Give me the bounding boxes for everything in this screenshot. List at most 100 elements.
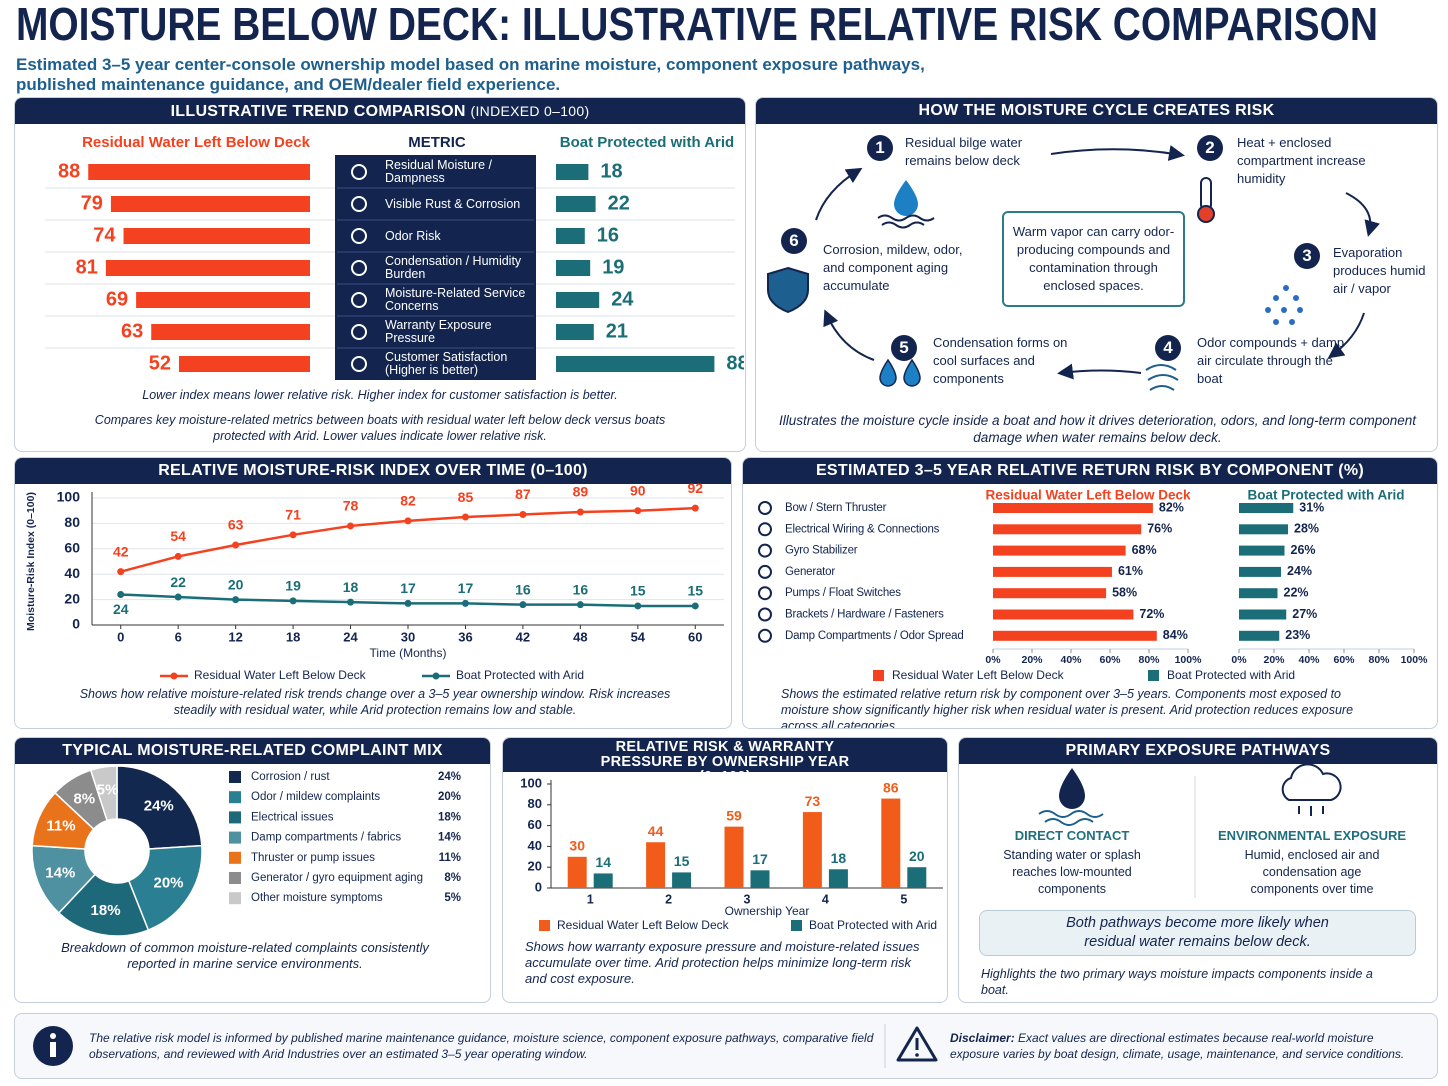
bar [556, 164, 589, 180]
metric-icon [351, 292, 367, 308]
callout: Both pathways become more likely when re… [979, 910, 1416, 956]
pathway: ENVIRONMENTAL EXPOSURE Humid, enclosed a… [1215, 828, 1409, 898]
bar [556, 260, 591, 276]
data-label: 16 [515, 581, 531, 597]
value-label: 26% [1291, 543, 1316, 557]
data-label: 18 [831, 850, 847, 866]
bar [672, 872, 692, 888]
step-number: 3 [1294, 243, 1320, 269]
bar [136, 292, 310, 308]
value-label: 88 [58, 160, 80, 182]
column-header: METRIC [408, 134, 466, 151]
wind-icon [1145, 364, 1179, 391]
data-label: 15 [687, 583, 703, 599]
bar [556, 228, 585, 244]
bar [110, 196, 310, 212]
value-label: 79 [81, 192, 103, 214]
bar [907, 867, 927, 888]
bar [993, 588, 1107, 599]
value-label: 28% [1294, 522, 1319, 536]
value-label: 27% [1292, 607, 1317, 621]
panel-subtitle: (INDEXED 0–100) [470, 103, 590, 119]
caption: Shows how relative moisture-related risk… [79, 687, 671, 717]
bar [178, 356, 310, 372]
point [404, 517, 412, 525]
info-text: The relative risk model is informed by p… [89, 1031, 874, 1061]
bar [1239, 566, 1281, 577]
x-tick-label: 36 [458, 629, 472, 644]
data-label: 20 [909, 848, 925, 864]
slice-label: 18% [91, 902, 121, 919]
value-label: 52 [149, 352, 171, 374]
x-tick-label: 0 [117, 629, 124, 644]
data-label: 15 [674, 853, 690, 869]
component-icon [758, 607, 772, 622]
warning-dot [915, 1053, 919, 1057]
metric-label: Visible Rust & Corrosion [385, 196, 521, 211]
value-label: 88 [726, 352, 744, 374]
legend-label: Other moisture symptoms [251, 892, 383, 904]
metric-icon [351, 196, 367, 212]
bar [750, 870, 770, 888]
pathway-heading: ENVIRONMENTAL EXPOSURE [1217, 828, 1407, 843]
metric-label: Warranty Exposure Pressure [385, 318, 492, 345]
chart: Residual Water Left Below Deck METRIC Boat… [45, 134, 744, 380]
category-label: Brackets / Hardware / Fasteners [785, 609, 944, 621]
x-tick-label: 5 [900, 892, 907, 906]
x-tick-label: 54 [631, 629, 646, 644]
x-tick-label: 0% [1231, 654, 1247, 666]
category-label: Gyro Stabilizer [785, 545, 858, 557]
legend-swatch [229, 872, 241, 884]
x-axis-label: Time (Months) [370, 646, 447, 660]
x-tick-label: 60 [688, 629, 702, 644]
cloud-icon [1281, 763, 1342, 801]
y-tick-label: 60 [64, 540, 80, 556]
legend-swatch [229, 831, 241, 844]
data-label: 54 [170, 528, 186, 544]
legend-label: Odor / mildew complaints [251, 791, 380, 803]
bar [646, 842, 666, 888]
bar [105, 260, 310, 276]
point [232, 541, 240, 549]
bar [151, 324, 310, 340]
legend-label: Residual Water Left Below Deck [194, 668, 367, 682]
slice-label: 14% [45, 864, 75, 881]
panel-header: RELATIVE RISK & WARRANTY PRESSURE BY OWN… [503, 738, 947, 785]
component-icon [758, 586, 772, 601]
slice-label: 8% [73, 790, 95, 807]
y-tick-label: 80 [64, 514, 80, 530]
bar [556, 324, 594, 340]
point [404, 599, 412, 607]
metric-label: Residual Moisture / Dampness [385, 158, 492, 185]
point [347, 522, 355, 530]
bar [123, 228, 311, 244]
point [519, 511, 527, 519]
y-tick-label: 100 [57, 489, 81, 505]
component-icon [758, 564, 772, 579]
bar [556, 356, 715, 372]
caption: Shows the estimated relative return risk… [781, 687, 1354, 729]
component-panel: ESTIMATED 3–5 YEAR RELATIVE RETURN RISK … [742, 457, 1438, 729]
bar [1239, 588, 1278, 599]
metric-label: Customer Satisfaction (Higher is better) [385, 350, 508, 377]
bar [828, 869, 848, 888]
y-tick-label: 40 [528, 838, 542, 853]
bar [1239, 609, 1287, 620]
y-tick-label: 100 [520, 775, 542, 790]
chart: 0 20 40 60 80 100 0 6 12 18 24 30 36 42 48 54 60 Moisture… [25, 480, 724, 682]
data-label: 17 [752, 851, 768, 867]
y-tick-label: 20 [528, 859, 542, 874]
disclaimer-label: Disclaimer: [950, 1031, 1015, 1045]
data-label: 44 [648, 823, 664, 839]
vapor-icon [1265, 285, 1303, 325]
category-label: Generator [785, 566, 835, 578]
pie-slice [127, 844, 203, 932]
category-label: Damp Compartments / Odor Spread [785, 630, 964, 642]
legend-value: 11% [439, 852, 461, 864]
bar [593, 873, 613, 888]
slice-label: 20% [153, 875, 183, 892]
bar [724, 826, 744, 888]
legend-value: 18% [438, 811, 461, 823]
bar [567, 856, 587, 888]
point [117, 568, 125, 576]
